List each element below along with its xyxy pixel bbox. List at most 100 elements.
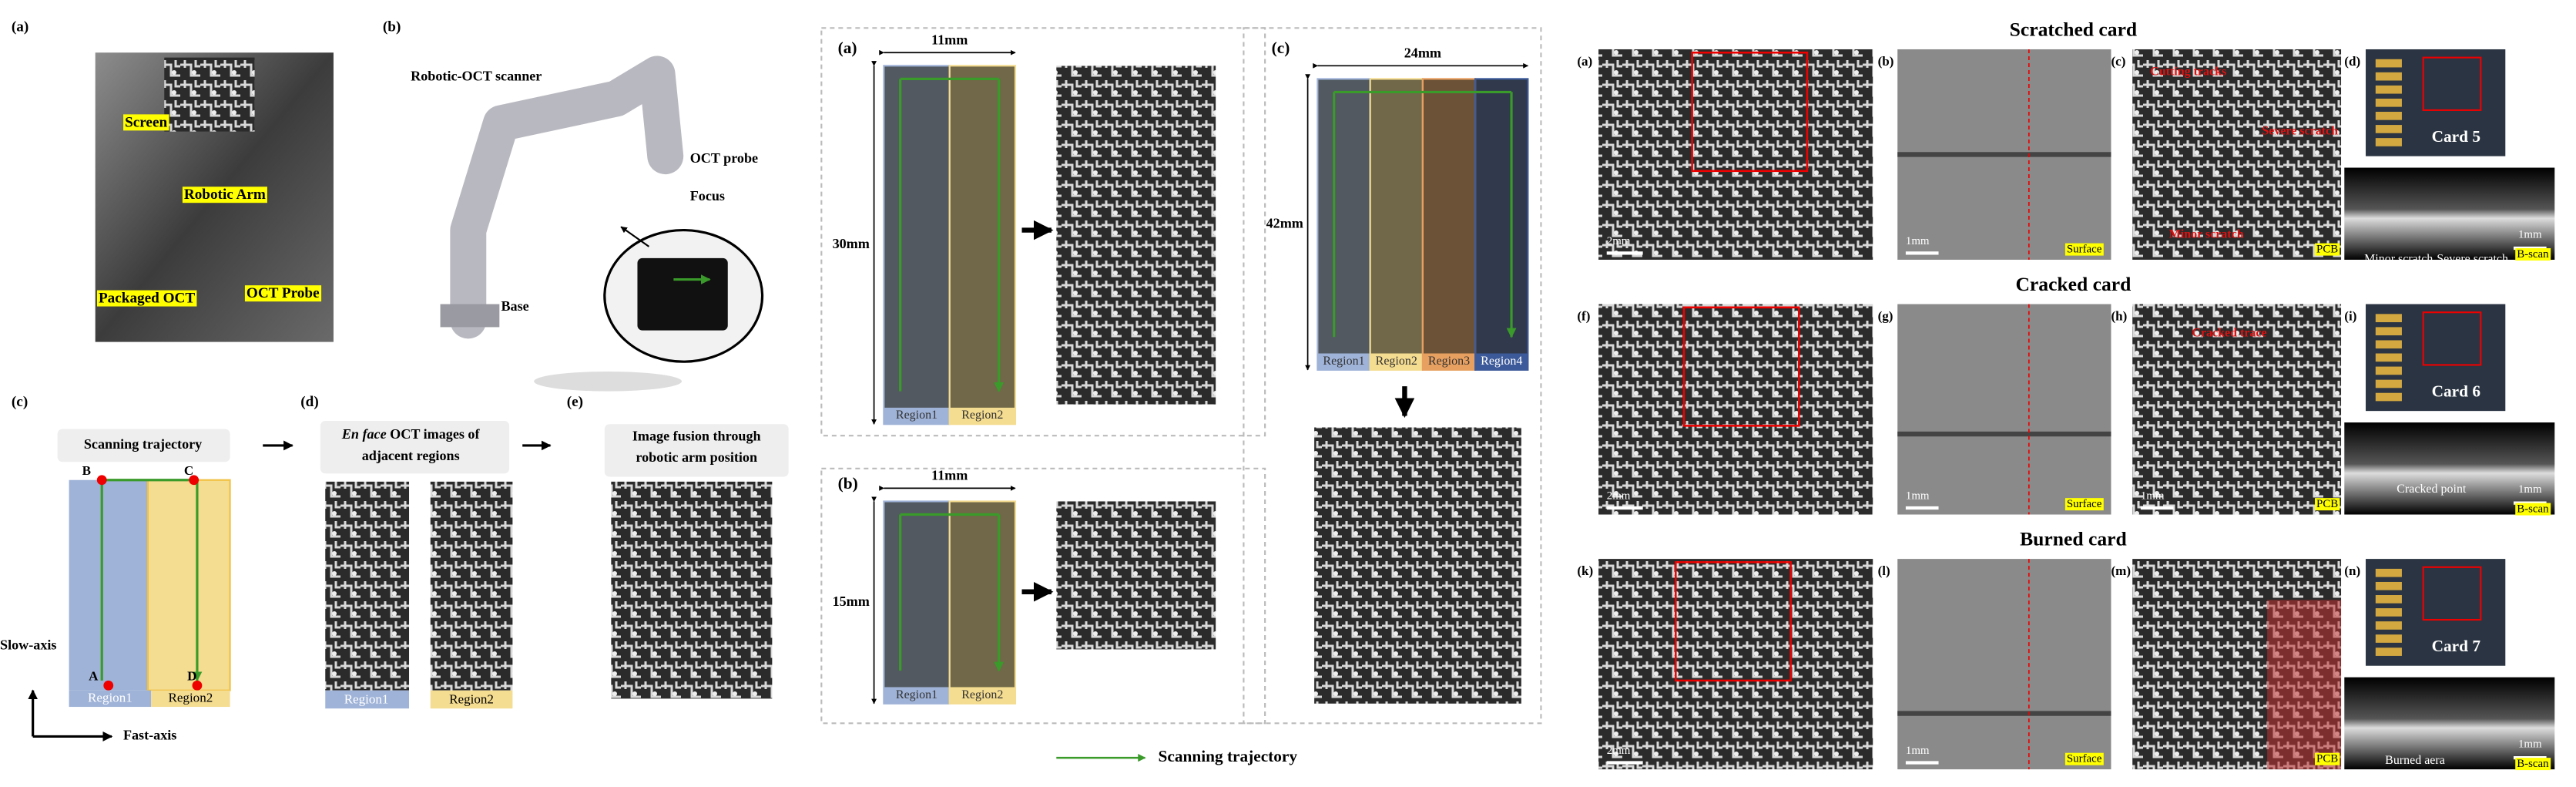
image (2344, 422, 2555, 515)
image (325, 481, 410, 691)
region-tag (325, 690, 410, 709)
label: Image fusion through (632, 428, 761, 443)
annotation: Cracked trace (2192, 327, 2266, 340)
contact (2375, 353, 2402, 362)
label: (k) (1577, 563, 1593, 578)
sd-card (637, 257, 728, 331)
region-box (146, 479, 231, 691)
roi-box (2422, 311, 2482, 366)
photo-tag: Packaged OCT (99, 291, 195, 307)
image-tag: PCB (2316, 753, 2338, 765)
contact (2375, 138, 2402, 146)
label: 15mm (833, 594, 870, 609)
contact (2375, 608, 2402, 617)
image-tag: PCB (2316, 244, 2338, 256)
shadow (534, 371, 683, 392)
image-tag: Surface (2067, 753, 2102, 765)
label: OCT probe (690, 150, 758, 166)
line (620, 226, 650, 247)
image (611, 481, 773, 699)
title-box (57, 429, 230, 462)
screen (164, 57, 255, 132)
contact (2375, 379, 2402, 388)
image (2344, 677, 2555, 770)
label: Region1 (896, 409, 937, 422)
region-tag (1475, 353, 1528, 370)
label: A (89, 669, 99, 684)
label: Region2 (1376, 355, 1417, 368)
label: Region1 (896, 688, 937, 701)
region-box (69, 479, 152, 691)
contact (2375, 125, 2402, 133)
robot-base (440, 304, 500, 328)
region-tag (1422, 353, 1476, 370)
label: B (82, 463, 91, 478)
image (2344, 167, 2555, 260)
label: 2mm (1607, 745, 1631, 757)
image (2132, 49, 2342, 260)
label: (m) (2111, 563, 2131, 578)
photo-tag: Screen (125, 114, 167, 130)
image (1056, 501, 1216, 650)
card-label: Card 7 (2432, 637, 2481, 655)
panel-frame (1243, 27, 1542, 725)
label: Scanning trajectory (1159, 747, 1298, 765)
label: (n) (2344, 563, 2360, 578)
label: C (184, 463, 193, 478)
contact (2375, 647, 2402, 656)
label-bg (2064, 752, 2104, 765)
label: Scanning trajectory (84, 436, 202, 452)
row-title: Burned card (2020, 528, 2127, 550)
contact (2375, 595, 2402, 604)
region-box (948, 65, 1017, 425)
image-tag: B-scan (2517, 758, 2549, 770)
label: 1mm (2518, 228, 2542, 240)
image-tag: Surface (2067, 498, 2102, 510)
roi-box (1682, 306, 1800, 427)
label: Robotic-OCT scanner (411, 68, 542, 83)
robot-arm (450, 55, 684, 339)
region-tag (69, 690, 152, 708)
label: 1mm (1906, 235, 1930, 247)
label: Region4 (1481, 355, 1522, 368)
photo-tag: OCT Probe (247, 285, 320, 301)
label: 11mm (931, 468, 968, 483)
image (1056, 66, 1216, 405)
label: Focus (690, 188, 725, 203)
point (96, 475, 107, 486)
region-box (1474, 78, 1529, 371)
label: Region3 (1428, 355, 1470, 368)
label: Region1 (1323, 355, 1364, 368)
contact (2375, 98, 2402, 107)
label: (h) (2111, 309, 2127, 324)
point (189, 475, 200, 486)
image (1598, 49, 1873, 260)
roi-box (2422, 56, 2482, 111)
label: D (187, 669, 196, 684)
card-label: Card 5 (2432, 127, 2480, 146)
image (1598, 559, 1873, 770)
label: Region2 (961, 688, 1003, 701)
image (1314, 427, 1521, 704)
label: (b) (838, 474, 858, 493)
row-title: Cracked card (2015, 273, 2131, 295)
label: 1mm (2518, 483, 2542, 496)
label-bg (2515, 247, 2551, 261)
label-bg (2315, 243, 2340, 256)
region-tag (884, 407, 950, 425)
region-tag (949, 687, 1015, 704)
region-box (1317, 78, 1371, 371)
image (1897, 559, 2111, 770)
label: (e) (567, 394, 583, 410)
label: (a) (838, 39, 857, 57)
region-box (948, 500, 1017, 705)
annotation: Minor scratch (2364, 253, 2433, 266)
contact (2375, 634, 2402, 643)
image-tag: B-scan (2517, 248, 2549, 261)
region-tag (884, 687, 950, 704)
contact (2375, 72, 2402, 81)
label-bg (2515, 758, 2551, 771)
label: (c) (12, 394, 28, 410)
region-box (883, 500, 951, 705)
roi-box (1675, 561, 1792, 682)
